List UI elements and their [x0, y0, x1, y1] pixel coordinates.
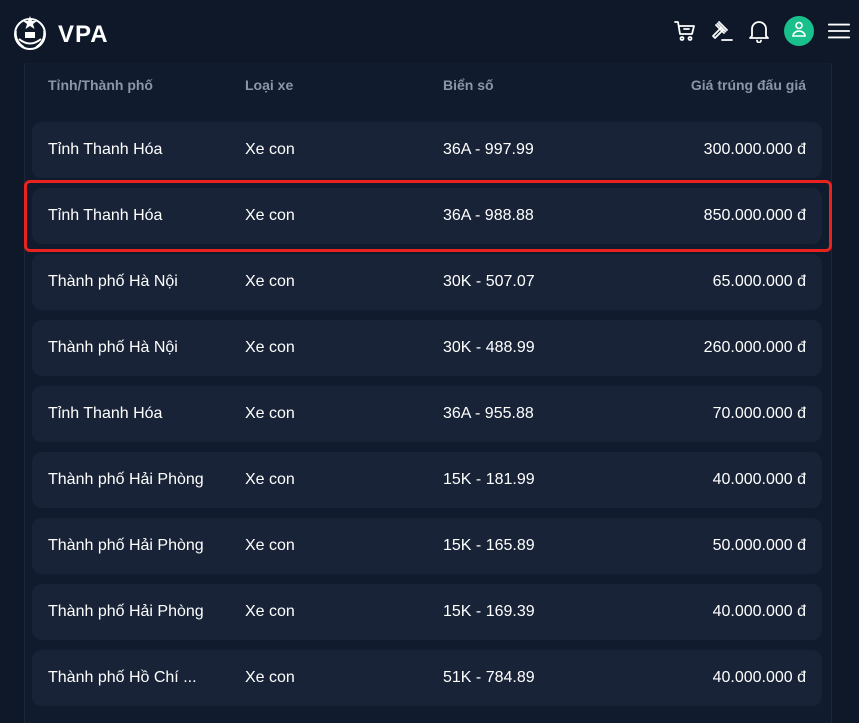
row-plate: 36A - 997.99 [443, 141, 534, 158]
row-vehicle-type: Xe con [245, 339, 295, 356]
row-province: Thành phố Hà Nội [48, 273, 178, 290]
header-province: Tỉnh/Thành phố [48, 77, 153, 93]
row-plate: 30K - 507.07 [443, 273, 535, 290]
logo[interactable]: VPA [10, 13, 109, 56]
row-plate: 15K - 169.39 [443, 603, 535, 620]
row-plate: 36A - 988.88 [443, 207, 534, 224]
row-province: Tỉnh Thanh Hóa [48, 207, 163, 224]
row-province: Tỉnh Thanh Hóa [48, 141, 163, 158]
row-price: 70.000.000 đ [712, 405, 806, 422]
table-row[interactable]: Thành phố Hải Phòng Xe con 15K - 169.39 … [32, 584, 822, 640]
row-vehicle-type: Xe con [245, 537, 295, 554]
table-row[interactable]: Thành phố Hải Phòng Xe con 15K - 165.89 … [32, 518, 822, 574]
row-province: Thành phố Hải Phòng [48, 471, 204, 488]
header-price: Giá trúng đấu giá [690, 77, 806, 93]
user-icon [792, 21, 806, 42]
header-plate: Biển số [443, 77, 494, 93]
emblem-icon [10, 13, 50, 56]
row-province: Thành phố Hải Phòng [48, 603, 204, 620]
top-bar: VPA [0, 0, 859, 63]
row-price: 300.000.000 đ [703, 141, 806, 158]
table-row[interactable]: Thành phố Hà Nội Xe con 30K - 488.99 260… [32, 320, 822, 376]
row-price: 850.000.000 đ [703, 207, 806, 224]
table-row-highlighted[interactable]: Tỉnh Thanh Hóa Xe con 36A - 988.88 850.0… [32, 188, 822, 244]
bell-icon[interactable] [747, 19, 771, 43]
row-vehicle-type: Xe con [245, 405, 295, 422]
row-vehicle-type: Xe con [245, 669, 295, 686]
table-row[interactable]: Tỉnh Thanh Hóa Xe con 36A - 955.88 70.00… [32, 386, 822, 442]
table-row[interactable]: Tỉnh Thanh Hóa Xe con 36A - 997.99 300.0… [32, 122, 822, 178]
table-row[interactable]: Thành phố Hà Nội Xe con 30K - 507.07 65.… [32, 254, 822, 310]
row-province: Thành phố Hà Nội [48, 339, 178, 356]
menu-icon[interactable] [827, 19, 851, 43]
row-vehicle-type: Xe con [245, 273, 295, 290]
user-avatar[interactable] [784, 16, 814, 46]
row-price: 65.000.000 đ [712, 273, 806, 290]
table-header: Tỉnh/Thành phố Loại xe Biển số Giá trúng… [24, 63, 830, 108]
row-price: 40.000.000 đ [712, 669, 806, 686]
row-plate: 15K - 165.89 [443, 537, 535, 554]
row-plate: 15K - 181.99 [443, 471, 535, 488]
row-province: Thành phố Hải Phòng [48, 537, 204, 554]
table-row[interactable]: Thành phố Hồ Chí ... Xe con 51K - 784.89… [32, 650, 822, 706]
row-price: 40.000.000 đ [712, 603, 806, 620]
gavel-icon[interactable] [710, 19, 734, 43]
row-price: 40.000.000 đ [712, 471, 806, 488]
logo-text: VPA [58, 20, 109, 48]
row-price: 50.000.000 đ [712, 537, 806, 554]
row-price: 260.000.000 đ [703, 339, 806, 356]
row-plate: 36A - 955.88 [443, 405, 534, 422]
row-vehicle-type: Xe con [245, 603, 295, 620]
top-actions [673, 16, 851, 46]
row-plate: 51K - 784.89 [443, 669, 535, 686]
row-vehicle-type: Xe con [245, 471, 295, 488]
row-plate: 30K - 488.99 [443, 339, 535, 356]
cart-icon[interactable] [673, 19, 697, 43]
table-row[interactable]: Thành phố Hải Phòng Xe con 15K - 181.99 … [32, 452, 822, 508]
row-vehicle-type: Xe con [245, 141, 295, 158]
row-province: Tỉnh Thanh Hóa [48, 405, 163, 422]
row-province: Thành phố Hồ Chí ... [48, 669, 197, 686]
header-vehicle-type: Loại xe [245, 77, 294, 93]
row-vehicle-type: Xe con [245, 207, 295, 224]
